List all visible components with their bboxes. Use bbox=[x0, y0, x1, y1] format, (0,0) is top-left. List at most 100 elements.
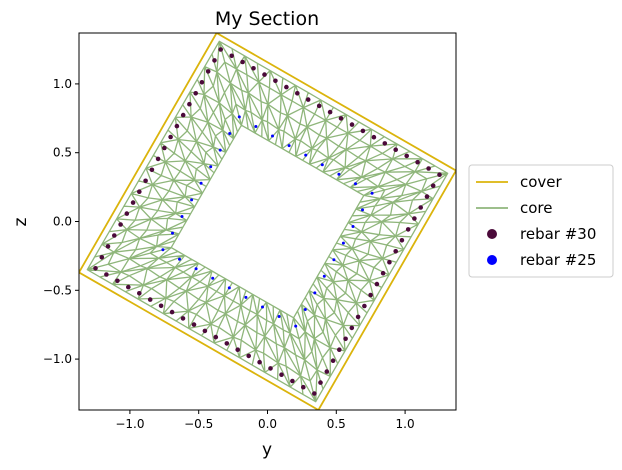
rebar-30-point-44 bbox=[393, 147, 399, 152]
rebar-30-point-14 bbox=[246, 353, 251, 359]
rebar-30-point-43 bbox=[404, 153, 410, 159]
rebar-30-point-18 bbox=[290, 378, 295, 384]
core-mesh-lines bbox=[86, 40, 449, 403]
rebar-30-point-40 bbox=[437, 172, 442, 177]
rebar-25-point-18 bbox=[337, 172, 341, 176]
rebar-30-point-53 bbox=[295, 91, 300, 96]
rebar-30-point-63 bbox=[199, 80, 205, 85]
rebar-25-point-17 bbox=[354, 182, 357, 186]
x-tick-label: −1.0 bbox=[115, 417, 144, 431]
rebar-25-point-23 bbox=[254, 125, 258, 128]
chart-title: My Section bbox=[215, 8, 319, 30]
rebar-25-point-27 bbox=[209, 165, 213, 169]
rebar-30-point-5 bbox=[147, 297, 153, 302]
rebar-30-point-35 bbox=[405, 227, 411, 232]
rebar-30-point-26 bbox=[349, 325, 355, 331]
rebar-25-point-14 bbox=[351, 225, 355, 228]
rebar-30-point-67 bbox=[174, 123, 180, 129]
rebar-30-point-49 bbox=[338, 116, 344, 121]
rebar-30-point-50 bbox=[327, 109, 333, 115]
plot-area bbox=[79, 33, 456, 410]
rebar-25-point-12 bbox=[332, 258, 336, 262]
rebar-30-point-59 bbox=[229, 53, 234, 59]
rebar-30-point-12 bbox=[224, 341, 230, 346]
y-axis-title: z bbox=[11, 217, 31, 226]
x-tick-label: 1.0 bbox=[396, 417, 415, 431]
legend-swatch-3 bbox=[487, 255, 497, 265]
rebar-30-point-68 bbox=[168, 134, 173, 140]
rebar-25-point-21 bbox=[287, 144, 291, 148]
rebar-30-point-72 bbox=[143, 178, 148, 184]
rebar-30-point-23 bbox=[330, 358, 336, 364]
rebar-30-point-64 bbox=[193, 91, 198, 96]
rebar-25-point-26 bbox=[218, 148, 222, 152]
core-mesh bbox=[86, 40, 449, 403]
cover-outline bbox=[79, 33, 456, 410]
rebar-30-point-17 bbox=[279, 372, 284, 378]
rebar-25-point-22 bbox=[271, 134, 274, 138]
rebar-30-point-38 bbox=[424, 194, 430, 199]
rebar-30-point-21 bbox=[318, 380, 323, 385]
rebar-25-point-30 bbox=[180, 215, 184, 218]
y-tick-label: 0.0 bbox=[53, 215, 72, 229]
rebar-30-point-7 bbox=[169, 309, 175, 315]
rebar-30-point-15 bbox=[257, 359, 262, 365]
rebar-30-point-37 bbox=[418, 205, 424, 210]
legend: cover core rebar #30 rebar #25 bbox=[468, 164, 614, 278]
rebar-25-point-3 bbox=[211, 276, 215, 280]
rebar-30-point-45 bbox=[382, 141, 388, 146]
rebar-30-point-47 bbox=[360, 128, 366, 134]
rebar-30-point-74 bbox=[130, 200, 136, 205]
rebar-30-point-36 bbox=[412, 216, 417, 221]
rebar-30-point-16 bbox=[268, 366, 273, 371]
rebar-30-point-48 bbox=[349, 122, 355, 127]
rebar-30-point-66 bbox=[180, 112, 186, 118]
rebar-30-point-10 bbox=[202, 328, 208, 334]
rebar-30-points bbox=[93, 47, 442, 396]
rebar-30-point-30 bbox=[374, 281, 380, 287]
rebar-30-point-34 bbox=[399, 238, 405, 243]
rebar-30-point-13 bbox=[235, 347, 240, 353]
rebar-25-point-13 bbox=[341, 241, 345, 245]
rebar-30-point-51 bbox=[316, 103, 322, 109]
rebar-30-point-42 bbox=[415, 159, 420, 165]
x-tick-label: 0.0 bbox=[258, 417, 277, 431]
rebar-30-point-76 bbox=[118, 222, 123, 227]
legend-swatch-2 bbox=[487, 229, 497, 239]
rebar-30-point-25 bbox=[343, 336, 348, 342]
rebar-30-point-58 bbox=[240, 59, 245, 65]
rebar-25-points bbox=[161, 115, 374, 328]
rebar-30-point-61 bbox=[212, 58, 217, 63]
rebar-30-point-41 bbox=[426, 166, 431, 171]
rebar-25-point-2 bbox=[194, 267, 198, 271]
y-tick-label: −1.0 bbox=[43, 352, 72, 366]
y-axis-ticks: −1.0 −0.5 0.0 0.5 1.0 bbox=[43, 77, 79, 366]
rebar-30-point-77 bbox=[112, 233, 117, 238]
rebar-25-point-0 bbox=[161, 248, 165, 252]
legend-label-1: core bbox=[520, 199, 553, 217]
rebar-30-point-55 bbox=[273, 78, 278, 84]
y-tick-label: −0.5 bbox=[43, 283, 72, 297]
rebar-25-point-16 bbox=[370, 191, 374, 195]
rebar-30-point-2 bbox=[115, 278, 120, 284]
rebar-30-point-70 bbox=[155, 156, 161, 162]
rebar-25-point-8 bbox=[294, 324, 298, 328]
legend-box bbox=[468, 164, 614, 278]
cover-line bbox=[79, 33, 456, 410]
rebar-30-point-31 bbox=[380, 270, 386, 276]
rebar-30-point-9 bbox=[191, 322, 197, 327]
rebar-25-point-29 bbox=[190, 198, 194, 202]
x-axis-ticks: −1.0 −0.5 0.0 0.5 1.0 bbox=[115, 410, 415, 431]
y-tick-label: 0.5 bbox=[53, 146, 72, 160]
rebar-25-point-11 bbox=[322, 274, 326, 278]
rebar-30-point-27 bbox=[355, 314, 361, 320]
rebar-30-point-56 bbox=[262, 72, 267, 77]
rebar-30-point-32 bbox=[387, 259, 392, 265]
rebar-25-point-31 bbox=[171, 231, 174, 235]
legend-label-3: rebar #25 bbox=[520, 251, 596, 269]
rebar-30-point-0 bbox=[93, 266, 98, 271]
rebar-30-point-73 bbox=[137, 189, 142, 194]
rebar-30-point-20 bbox=[312, 391, 317, 396]
rebar-30-point-24 bbox=[337, 347, 342, 353]
